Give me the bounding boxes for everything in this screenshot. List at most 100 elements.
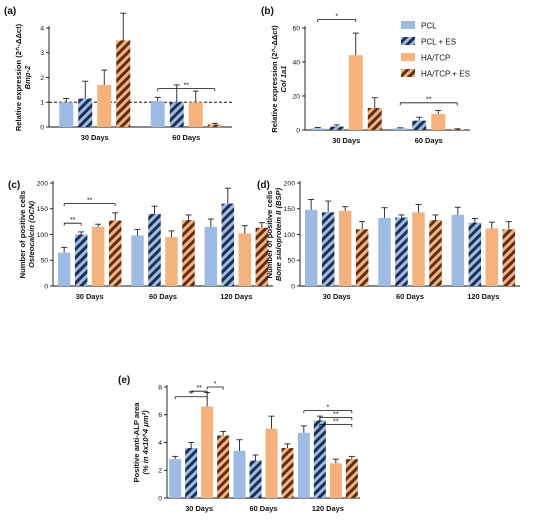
significance-label: ** <box>70 217 76 224</box>
bar-ha-tcp-es <box>367 107 382 130</box>
legend-swatch <box>401 53 415 61</box>
y-tick-label: 0 <box>291 283 295 290</box>
y-tick-label: 100 <box>284 232 296 239</box>
chart-panel-3: (d)Number of positive cells Bone sialopro… <box>257 180 520 301</box>
y-axis-label: Number of positive cells <box>18 191 27 279</box>
y-tick-label: 8 <box>158 384 162 391</box>
y-axis-label: Relative expression (2^-ΔΔct) <box>14 23 23 131</box>
bar-ha-tcp-es <box>207 124 222 127</box>
y-tick-label: 4 <box>40 25 44 32</box>
significance-label: * <box>326 404 329 411</box>
y-axis-sublabel: Osteocalcin (OCN) <box>27 200 36 268</box>
bar-ha-tcp-es <box>429 220 442 286</box>
bar-pcl-es <box>321 212 335 286</box>
bar-pcl <box>169 459 182 498</box>
y-tick-label: 0 <box>44 283 48 290</box>
y-axis-label: Relative expression (2^-ΔΔct) <box>270 25 279 133</box>
bar-ha-tcp <box>238 233 252 286</box>
category-label: 120 Days <box>312 504 344 513</box>
category-label: 120 Days <box>220 292 252 301</box>
legend-swatch <box>401 37 415 45</box>
category-label: 30 Days <box>185 504 213 513</box>
significance-label: ** <box>333 418 339 425</box>
y-tick-label: 150 <box>37 206 49 213</box>
bar-ha-tcp-es <box>255 227 269 286</box>
chart-panel-0: (a) Relative expression (2^-ΔΔct) Bmp-2 0 1 2… <box>4 6 232 142</box>
y-tick-label: 50 <box>40 258 48 265</box>
bar-ha-tcp <box>165 237 178 286</box>
bar-ha-tcp <box>431 113 446 130</box>
legend-label: PCL + ES <box>421 38 456 47</box>
legend-label: PCL <box>421 22 437 31</box>
category-label: 60 Days <box>415 136 443 145</box>
bar-pcl-es <box>74 234 88 286</box>
y-tick-label: 100 <box>37 232 49 239</box>
chart-panel-4: (e) Positive anti-ALP area (% in 4x10^4 μm… <box>118 375 360 513</box>
panel-label: (c) <box>8 180 20 191</box>
bar-ha-tcp <box>338 210 352 286</box>
panel-label: (b) <box>261 6 274 17</box>
legend-swatch <box>401 69 415 77</box>
bar-pcl <box>59 102 74 127</box>
bar-ha-tcp <box>97 84 112 127</box>
y-tick-label: 1 <box>40 100 44 107</box>
y-tick-label: 20 <box>292 93 300 100</box>
bar-pcl <box>150 101 165 127</box>
legend: PCL PCL + ES HA/TCP HA/TCP + ES <box>401 21 470 79</box>
bar-ha-tcp-es <box>281 448 294 498</box>
category-label: 60 Days <box>149 292 177 301</box>
category-label: 60 Days <box>396 292 424 301</box>
bar-ha-tcp-es <box>450 129 465 130</box>
category-label: 60 Days <box>250 504 278 513</box>
category-label: 30 Days <box>76 292 104 301</box>
y-tick-label: 200 <box>37 180 49 187</box>
bar-ha-tcp-es <box>345 459 358 498</box>
y-axis-sublabel: Col 1a1 <box>279 65 288 92</box>
panels-layer: (a)Relative expression (2^-ΔΔct) Bmp-2012… <box>4 6 520 513</box>
bar-ha-tcp-es <box>502 229 516 286</box>
bar-ha-tcp-es <box>182 220 195 286</box>
bar-ha-tcp-es <box>355 229 369 286</box>
panel-label: (a) <box>4 6 16 17</box>
bar-pcl <box>378 218 391 286</box>
significance-label: ** <box>426 97 432 104</box>
panel-label: (d) <box>257 180 270 191</box>
bar-ha-tcp <box>348 55 363 131</box>
legend-swatch <box>401 21 415 29</box>
bar-pcl-es <box>412 120 427 130</box>
y-tick-label: 50 <box>287 258 295 265</box>
bar-pcl <box>204 226 218 286</box>
y-tick-label: 0 <box>40 124 44 131</box>
bar-ha-tcp <box>412 212 425 286</box>
y-axis-sublabel: (% in 4x10^4 μm²) <box>141 410 150 475</box>
y-tick-label: 4 <box>158 440 162 447</box>
significance-label: ** <box>333 411 339 418</box>
bar-ha-tcp <box>265 428 278 498</box>
significance-label: ** <box>188 391 194 398</box>
panel-label: (e) <box>118 375 130 386</box>
bar-ha-tcp-es <box>116 40 131 127</box>
y-tick-label: 40 <box>292 59 300 66</box>
bar-pcl-es <box>468 222 482 286</box>
y-tick-label: 6 <box>158 412 162 419</box>
bar-pcl-es <box>185 448 198 498</box>
y-axis-sublabel: Bone sialoprotein II (BSP) <box>274 187 283 281</box>
significance-label: ** <box>87 197 93 204</box>
bar-ha-tcp <box>485 228 499 286</box>
bar-pcl <box>131 235 144 286</box>
y-axis-sublabel: Bmp-2 <box>23 65 32 89</box>
significance-label: * <box>214 381 217 388</box>
bar-ha-tcp <box>329 463 342 498</box>
y-tick-label: 150 <box>284 206 296 213</box>
y-axis-label: Positive anti-ALP area <box>132 402 141 483</box>
bar-pcl <box>297 432 310 498</box>
y-axis-label: Number of positive cells <box>265 191 274 279</box>
y-tick-label: 0 <box>296 127 300 134</box>
y-tick-label: 0 <box>158 495 162 502</box>
chart-panel-1: (b) Relative expression (2^-ΔΔct) Col 1a1 0… <box>261 6 470 145</box>
bar-pcl <box>393 128 408 130</box>
bar-pcl <box>233 450 246 498</box>
y-tick-label: 60 <box>292 25 300 32</box>
category-label: 60 Days <box>172 133 200 142</box>
